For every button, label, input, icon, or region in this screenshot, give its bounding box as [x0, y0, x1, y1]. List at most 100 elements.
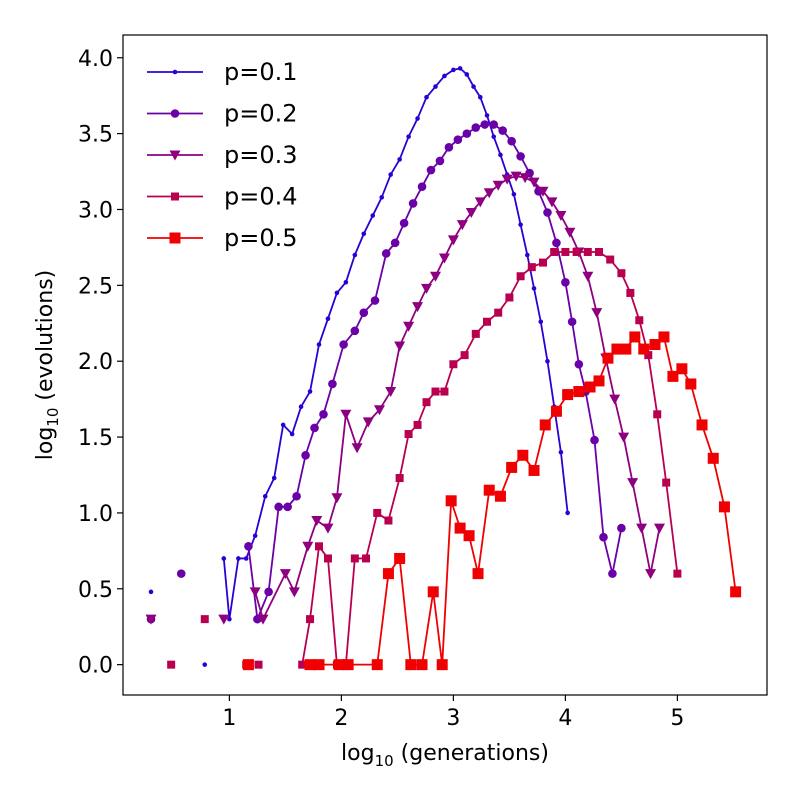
data-point — [460, 351, 469, 360]
y-tick-label: 0.5 — [78, 578, 113, 603]
y-tick-label: 4.0 — [78, 47, 113, 72]
data-point — [505, 293, 514, 302]
data-point — [645, 569, 657, 580]
data-point — [718, 501, 730, 513]
data-point — [322, 523, 334, 534]
isolated-data-point — [176, 569, 186, 578]
data-point — [362, 554, 371, 563]
data-point — [593, 375, 605, 387]
data-point — [550, 405, 562, 417]
data-point — [381, 249, 391, 258]
data-point — [359, 308, 369, 317]
data-point — [316, 342, 322, 347]
x-axis-label-subscript: 10 — [375, 752, 394, 770]
data-point — [531, 286, 537, 291]
data-point — [463, 530, 475, 542]
data-point — [474, 197, 486, 208]
data-point — [323, 554, 332, 563]
data-point — [552, 238, 561, 248]
data-point — [373, 508, 382, 517]
data-point — [442, 73, 447, 79]
data-point — [626, 288, 635, 297]
data-point — [590, 435, 599, 445]
data-point — [388, 172, 393, 177]
y-axis-ticks: 0.0 0.5 1.0 1.5 2.0 2.5 3.0 3.5 4.0 — [78, 47, 123, 679]
y-tick-label: 2.0 — [78, 350, 113, 375]
data-point — [371, 659, 383, 671]
data-point — [483, 188, 495, 199]
legend-marker — [172, 69, 178, 75]
data-point — [422, 398, 431, 407]
data-point — [405, 659, 417, 671]
series-4 — [167, 247, 682, 669]
x-tick-label: 4 — [558, 706, 572, 731]
legend-item: p=0.4 — [147, 183, 298, 211]
data-point — [454, 522, 466, 534]
data-point — [471, 123, 481, 132]
data-point — [373, 405, 385, 416]
y-tick-label: 3.0 — [78, 198, 113, 223]
data-point — [471, 329, 480, 338]
data-point — [537, 186, 549, 197]
data-point — [395, 474, 404, 483]
data-point — [667, 370, 679, 382]
data-point — [539, 258, 547, 267]
data-point — [334, 290, 340, 296]
data-point — [653, 523, 665, 534]
plot-area-frame — [122, 34, 768, 696]
x-tick-label: 3 — [446, 706, 460, 731]
data-point — [617, 269, 626, 278]
data-point — [483, 317, 491, 326]
data-point — [343, 280, 349, 285]
isolated-data-point — [167, 660, 176, 669]
data-point — [572, 247, 581, 256]
data-point — [385, 387, 397, 398]
data-point — [627, 478, 639, 489]
data-point — [519, 173, 531, 184]
data-point — [685, 378, 697, 390]
data-point — [262, 493, 268, 499]
data-point — [397, 157, 402, 162]
x-tick-label: 2 — [334, 706, 348, 731]
data-point — [362, 417, 374, 428]
legend-label: p=0.4 — [224, 183, 298, 211]
data-point — [494, 308, 503, 317]
data-point — [510, 171, 522, 182]
x-tick-label: 1 — [222, 706, 236, 731]
data-point — [227, 616, 232, 622]
data-point — [489, 120, 499, 129]
isolated-data-point — [254, 660, 263, 669]
data-point — [555, 211, 567, 222]
data-point — [457, 66, 463, 71]
data-point — [511, 192, 517, 197]
data-point — [599, 532, 608, 542]
y-tick-label: 1.0 — [78, 502, 113, 527]
data-point — [462, 129, 472, 138]
data-point — [289, 431, 295, 437]
series-2 — [146, 120, 626, 624]
data-point — [477, 94, 483, 100]
data-point — [288, 587, 300, 598]
legend-item: p=0.1 — [147, 58, 298, 86]
data-point — [574, 359, 584, 369]
legend-marker — [171, 192, 179, 201]
data-point — [550, 247, 559, 256]
series-line — [247, 123, 623, 621]
data-point — [421, 283, 433, 294]
legend-label: p=0.3 — [224, 141, 298, 169]
data-point — [527, 263, 536, 272]
data-point — [403, 321, 415, 332]
data-point — [370, 296, 380, 305]
data-point — [333, 659, 345, 671]
data-point — [243, 556, 249, 561]
legend-item: p=0.2 — [147, 100, 298, 128]
data-point — [638, 343, 650, 355]
data-point — [618, 432, 630, 443]
legend-marker — [170, 109, 180, 118]
data-point — [252, 533, 258, 538]
y-axis-label: log10 (evolutions) — [33, 270, 62, 460]
data-point — [561, 247, 570, 256]
data-point — [394, 552, 406, 564]
